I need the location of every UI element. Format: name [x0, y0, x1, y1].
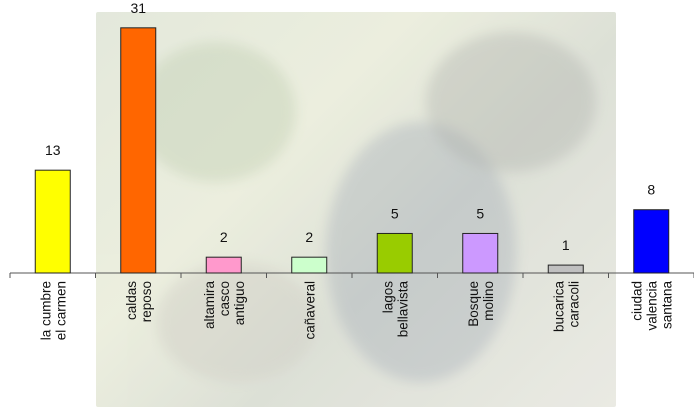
bar: [34, 169, 71, 274]
category-label: valencia: [644, 281, 659, 331]
category-label: casco: [217, 281, 232, 316]
data-label: 13: [45, 142, 61, 158]
data-label: 5: [391, 205, 399, 221]
category-label: reposo: [139, 281, 154, 322]
data-label: 31: [130, 0, 146, 16]
category-label: bellavista: [395, 281, 410, 338]
category-label: cañaveral: [302, 281, 317, 340]
category-label: lagos: [380, 281, 395, 314]
bar: [462, 232, 499, 274]
category-label: caldas: [124, 281, 139, 320]
category-label: antiguo: [232, 281, 247, 325]
data-label: 2: [220, 229, 228, 245]
category-label: bucarica: [551, 281, 566, 333]
category-label: caracoli: [566, 281, 581, 328]
category-label: altamira: [202, 281, 217, 330]
bar: [633, 209, 670, 274]
bar: [120, 27, 157, 274]
category-label: ciudad: [629, 281, 644, 321]
data-label: 1: [562, 237, 570, 253]
category-label: santana: [659, 281, 674, 330]
bar: [376, 232, 413, 274]
data-label: 2: [305, 229, 313, 245]
bar: [547, 264, 584, 274]
background-photo: [96, 12, 616, 407]
category-label: Bosque: [466, 281, 481, 327]
bar: [205, 256, 242, 274]
category-label: la cumbre: [38, 281, 53, 340]
data-label: 8: [647, 182, 655, 198]
category-label: molino: [481, 281, 496, 321]
category-label: el carmen: [53, 281, 68, 340]
data-label: 5: [476, 205, 484, 221]
bar: [291, 256, 328, 274]
